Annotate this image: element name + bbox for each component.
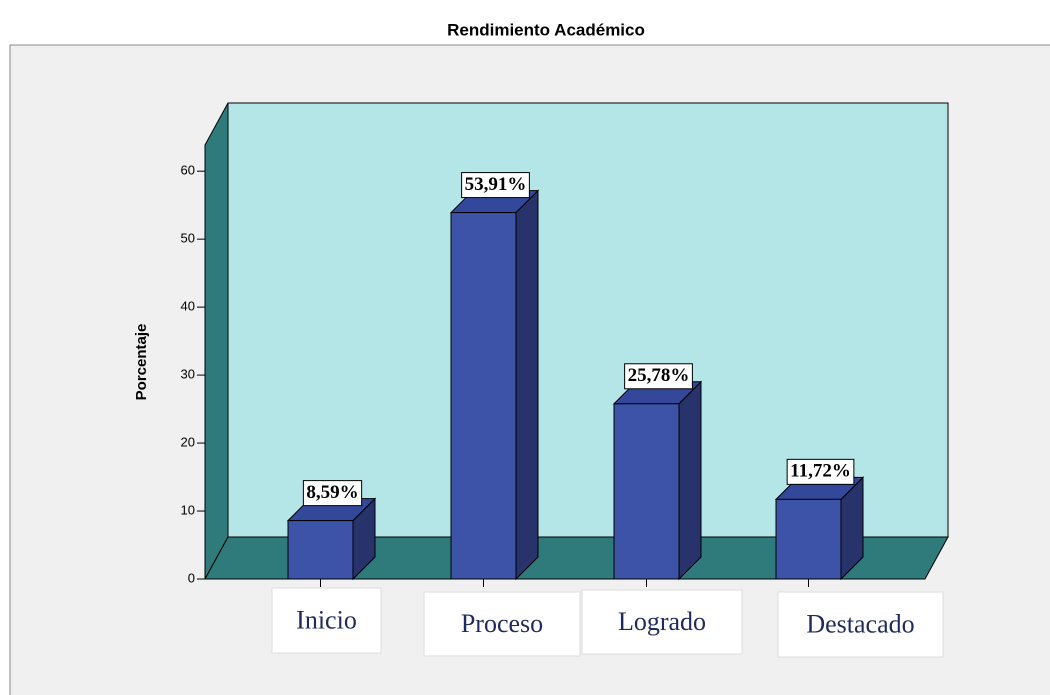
y-tick-label: 30	[181, 367, 195, 382]
value-label: 53,91%	[465, 174, 527, 195]
y-tick-label: 20	[181, 435, 195, 450]
bar	[450, 212, 517, 580]
bar-side	[678, 380, 702, 581]
y-tick-label: 10	[181, 502, 195, 517]
chart-title: Rendimiento Académico	[447, 20, 645, 39]
side-wall	[204, 102, 229, 580]
category-box	[581, 589, 743, 655]
x-tick-label: Inicio	[296, 605, 357, 634]
bar-side	[515, 189, 539, 581]
value-label: 11,72%	[790, 461, 851, 482]
floor	[204, 536, 949, 580]
value-label-box	[461, 172, 530, 199]
x-tick-label: Proceso	[461, 609, 543, 638]
x-tick-label: Destacado	[806, 609, 914, 638]
y-axis-label: Porcentaje	[133, 324, 150, 401]
category-box	[423, 591, 581, 657]
x-tick-label: Logrado	[618, 607, 706, 636]
value-label-box	[786, 458, 855, 485]
y-tick-label: 40	[181, 299, 195, 314]
bar	[775, 498, 842, 580]
bar	[613, 403, 680, 580]
category-box	[777, 591, 944, 658]
bar	[287, 520, 354, 580]
y-tick-label: 50	[181, 231, 195, 246]
value-label-box	[624, 363, 693, 390]
y-tick-label: 0	[188, 570, 195, 585]
y-tick-label: 60	[181, 163, 195, 178]
value-label: 25,78%	[628, 365, 690, 386]
value-label-box	[302, 480, 363, 507]
value-label: 8,59%	[306, 482, 358, 503]
category-box	[271, 587, 382, 654]
